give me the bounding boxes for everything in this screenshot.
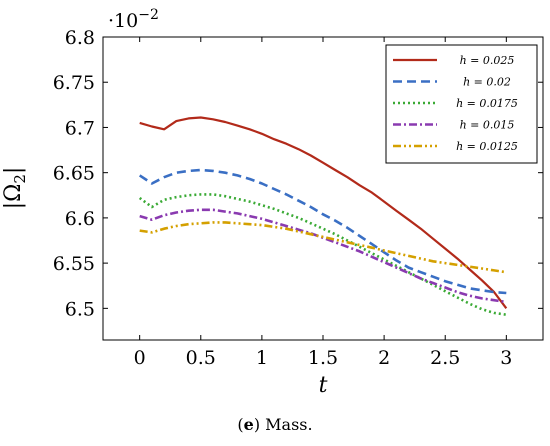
caption-label: e [244, 415, 254, 434]
series-line-2 [138, 168, 507, 295]
y-label-main: |Ω [1, 184, 26, 210]
y-tick-label: 6.6 [65, 208, 95, 230]
y-label-close: | [1, 167, 26, 174]
y-tick-label: 6.65 [53, 163, 95, 185]
series-layer [138, 116, 508, 316]
caption-paren-open: ( [237, 415, 243, 434]
caption-text: Mass. [265, 415, 312, 434]
series-line-5 [139, 221, 507, 274]
legend-box [385, 44, 538, 164]
y-multiplier-exponent: −2 [138, 7, 159, 23]
x-tick-label: 0 [134, 347, 146, 369]
legend-label-4: h = 0.015 [460, 119, 515, 132]
y-multiplier-base: ·10 [108, 10, 138, 32]
y-tick-label: 6.55 [53, 253, 95, 275]
x-axis-label: t [319, 373, 328, 398]
legend-label-3: h = 0.0175 [456, 97, 518, 110]
caption-paren-close: ) [254, 415, 265, 434]
legend-label-2: h = 0.02 [463, 76, 511, 89]
y-axis: 6.5 6.55 6.6 6.65 6.7 6.75 6.8 [53, 27, 543, 320]
y-tick-label: 6.75 [53, 72, 95, 94]
series-line-1 [139, 116, 508, 309]
legend-label-5: h = 0.0125 [456, 140, 518, 153]
legend-label-1: h = 0.025 [460, 54, 515, 67]
y-tick-label: 6.8 [65, 27, 95, 49]
series-line-4 [139, 208, 507, 304]
y-tick-label: 6.7 [65, 117, 95, 139]
x-axis: 0 0.5 1 1.5 2 2.5 3 [134, 37, 512, 369]
x-tick-label: 0.5 [186, 347, 216, 369]
y-multiplier: ·10−2 [108, 7, 159, 32]
series-line-3 [138, 193, 507, 316]
y-label-subscript: 2 [11, 174, 29, 184]
figure-caption: (e) Mass. [237, 415, 312, 434]
x-tick-label: 2 [378, 347, 390, 369]
x-tick-label: 1.5 [308, 347, 338, 369]
y-tick-label: 6.5 [65, 298, 95, 320]
x-tick-label: 3 [500, 347, 512, 369]
x-tick-label: 2.5 [430, 347, 460, 369]
x-tick-label: 1 [256, 347, 268, 369]
legend: h = 0.025 h = 0.02 h = 0.0175 h = 0.015 h = … [385, 44, 538, 164]
y-axis-label: |Ω2| [1, 167, 29, 210]
